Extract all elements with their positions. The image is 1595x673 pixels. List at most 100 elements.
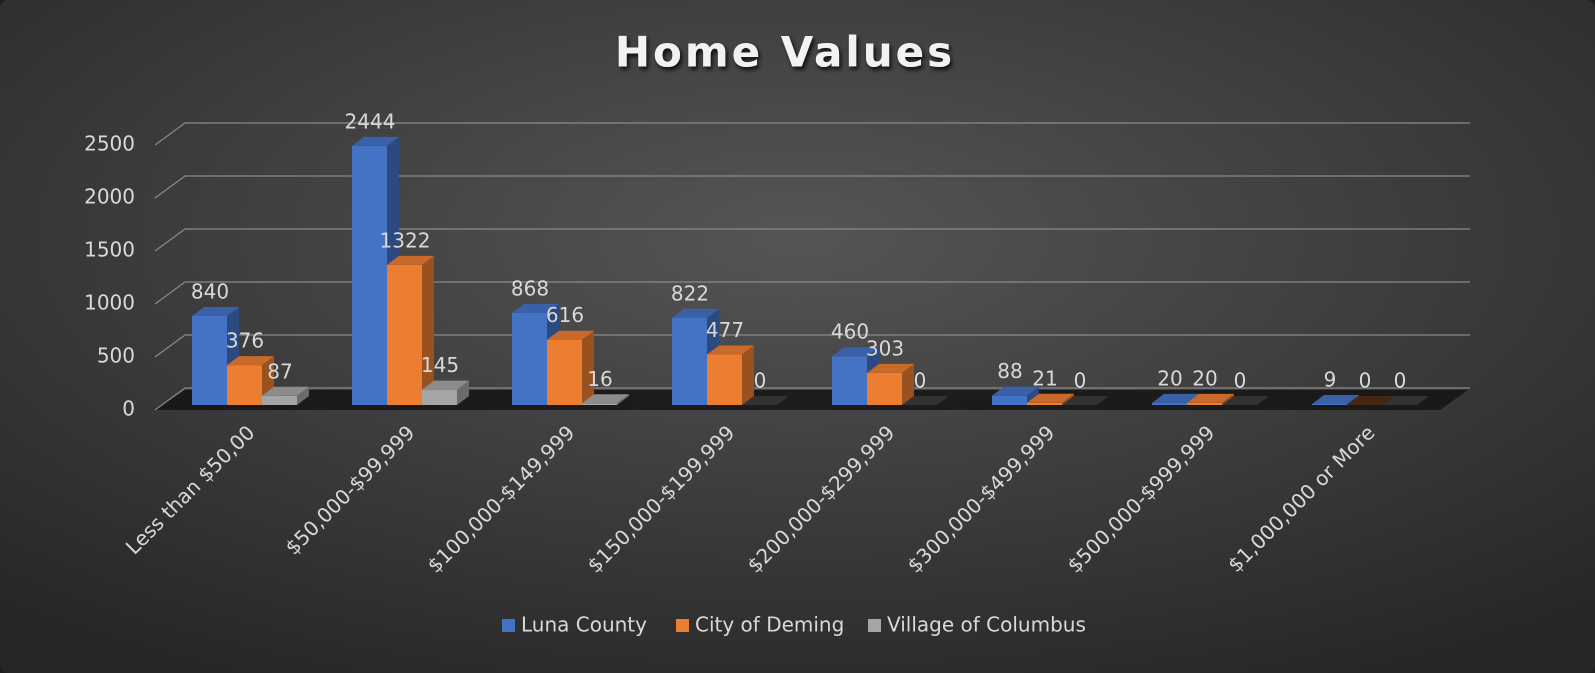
floor bbox=[155, 390, 1468, 410]
grid-line bbox=[154, 387, 1470, 411]
bar-top bbox=[992, 386, 1039, 396]
bar-front bbox=[1312, 404, 1347, 405]
bar-top bbox=[547, 330, 594, 340]
bar-top bbox=[352, 136, 399, 146]
bar-front bbox=[1027, 402, 1062, 405]
bar-top bbox=[707, 345, 754, 355]
bar-top bbox=[1187, 393, 1234, 403]
bar-side bbox=[1027, 386, 1039, 405]
bar-front bbox=[1187, 402, 1222, 405]
data-label: 20 bbox=[1157, 366, 1182, 390]
legend-label: Village of Columbus bbox=[887, 613, 1086, 637]
bar-top bbox=[1347, 396, 1394, 405]
bar bbox=[1187, 393, 1234, 405]
bar bbox=[387, 255, 434, 405]
data-label: 2444 bbox=[345, 109, 396, 133]
bar-top bbox=[422, 380, 469, 390]
data-label: 868 bbox=[511, 276, 549, 300]
bar-top bbox=[1062, 396, 1109, 405]
bar-front bbox=[387, 264, 422, 405]
bar-side bbox=[457, 380, 469, 405]
bar-side bbox=[1062, 393, 1074, 405]
grid-line bbox=[154, 122, 1470, 146]
bar-top bbox=[1222, 396, 1269, 405]
legend-label: City of Deming bbox=[695, 613, 844, 637]
data-label: 0 bbox=[1359, 369, 1372, 393]
data-label: 0 bbox=[1234, 369, 1247, 393]
data-label: 88 bbox=[997, 359, 1022, 383]
bar bbox=[582, 394, 629, 405]
bar-front bbox=[547, 339, 582, 405]
bar-top bbox=[1382, 396, 1429, 405]
bar bbox=[1062, 396, 1109, 405]
data-label: 87 bbox=[267, 359, 292, 383]
bar-top bbox=[387, 255, 434, 265]
bar bbox=[1347, 396, 1394, 405]
bar bbox=[192, 306, 239, 405]
legend-swatch bbox=[676, 619, 689, 632]
bar-front bbox=[262, 395, 297, 405]
data-label: 1322 bbox=[380, 228, 431, 252]
bar-side bbox=[902, 363, 914, 405]
y-tick-label: 0 bbox=[122, 397, 135, 421]
data-label: 303 bbox=[866, 336, 904, 360]
data-label: 16 bbox=[587, 367, 612, 391]
grid-line bbox=[154, 175, 1470, 199]
bar-top bbox=[582, 394, 629, 404]
bar-front bbox=[352, 145, 387, 405]
data-label: 477 bbox=[706, 318, 744, 342]
bar-front bbox=[672, 317, 707, 405]
bar-top bbox=[867, 363, 914, 373]
bar-side bbox=[297, 386, 309, 405]
data-label: 616 bbox=[546, 303, 584, 327]
bar-front bbox=[707, 354, 742, 405]
legend-swatch bbox=[868, 619, 881, 632]
y-tick-label: 1500 bbox=[84, 238, 135, 262]
bar bbox=[1027, 393, 1074, 405]
bar-side bbox=[582, 330, 594, 405]
bar bbox=[422, 380, 469, 405]
bar-front bbox=[992, 395, 1027, 405]
legend-label: Luna County bbox=[521, 613, 647, 637]
bar bbox=[742, 396, 789, 405]
bar-top bbox=[1312, 395, 1359, 405]
data-label: 9 bbox=[1324, 368, 1337, 392]
legend-swatch bbox=[502, 619, 515, 632]
bar bbox=[707, 345, 754, 405]
bar bbox=[867, 363, 914, 405]
bar bbox=[992, 386, 1039, 405]
bar-top bbox=[192, 306, 239, 316]
grid-line bbox=[154, 334, 1470, 358]
data-label: 376 bbox=[226, 329, 264, 353]
data-label: 0 bbox=[1074, 369, 1087, 393]
data-label: 460 bbox=[831, 320, 869, 344]
bar-side bbox=[1347, 395, 1359, 405]
data-label: 145 bbox=[421, 353, 459, 377]
data-label: 0 bbox=[754, 369, 767, 393]
data-label: 20 bbox=[1192, 366, 1217, 390]
bar bbox=[1382, 396, 1429, 405]
y-tick-label: 1000 bbox=[84, 291, 135, 315]
y-tick-label: 500 bbox=[97, 344, 135, 368]
bar-front bbox=[227, 365, 262, 405]
bar-top bbox=[512, 303, 559, 313]
bar-side bbox=[1222, 393, 1234, 405]
grid-line bbox=[154, 228, 1470, 252]
bar-side bbox=[742, 345, 754, 405]
data-label: 822 bbox=[671, 281, 709, 305]
chart-title: Home Values bbox=[615, 28, 955, 77]
bar-front bbox=[192, 315, 227, 405]
bar-front bbox=[512, 312, 547, 405]
bar-front bbox=[1152, 402, 1187, 405]
data-label: 0 bbox=[1394, 369, 1407, 393]
bar-top bbox=[672, 308, 719, 318]
bar-top bbox=[832, 347, 879, 357]
bar-top bbox=[227, 356, 274, 366]
data-label: 21 bbox=[1032, 366, 1057, 390]
bar bbox=[547, 330, 594, 405]
bar bbox=[262, 386, 309, 405]
bar-front bbox=[867, 372, 902, 405]
y-tick-label: 2500 bbox=[84, 132, 135, 156]
bar bbox=[902, 396, 949, 405]
